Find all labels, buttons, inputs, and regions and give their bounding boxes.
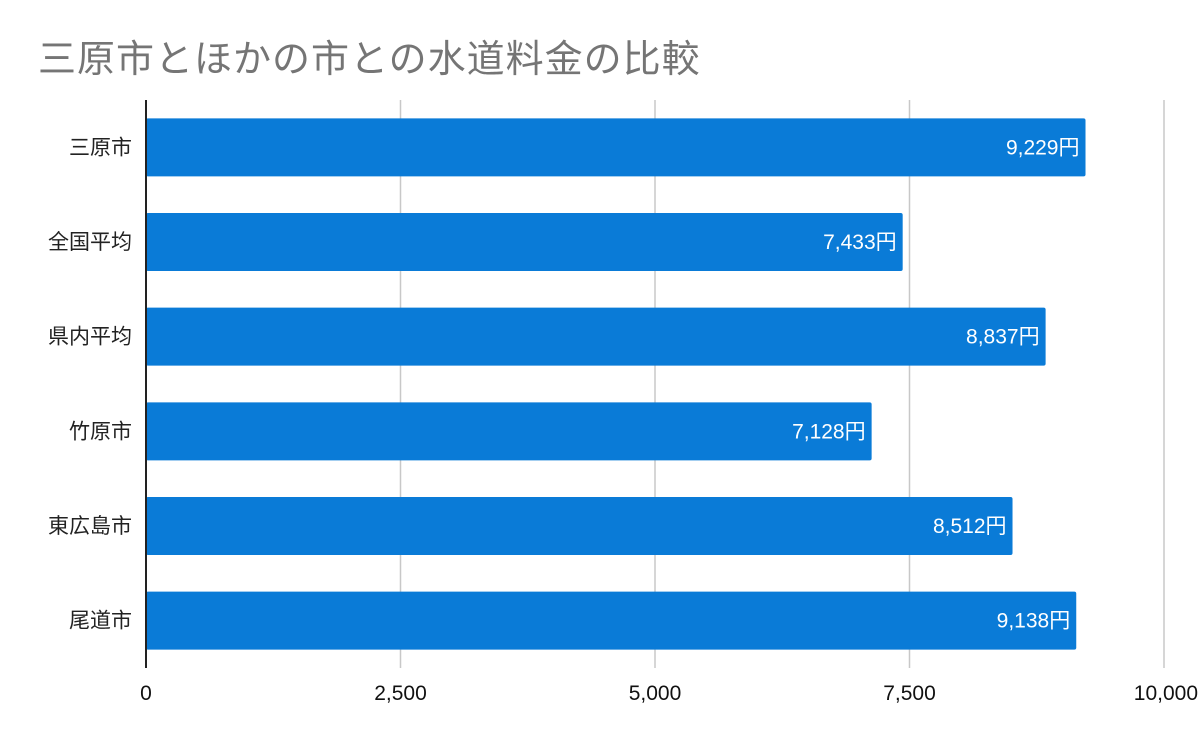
- data-label: 7,128円: [792, 420, 866, 443]
- x-tick-label: 5,000: [629, 682, 682, 705]
- bar: [146, 591, 1077, 650]
- bar: [146, 402, 872, 461]
- bar: [146, 213, 903, 271]
- x-tick-label: 7,500: [883, 682, 936, 705]
- data-label: 8,512円: [933, 515, 1007, 538]
- category-label: 三原市: [69, 135, 132, 159]
- x-tick-label: 0: [140, 682, 152, 705]
- bar: [146, 118, 1086, 177]
- x-tick-label: 10,000: [1134, 682, 1198, 705]
- category-label: 尾道市: [69, 609, 132, 633]
- bar: [146, 307, 1046, 366]
- chart-title: 三原市とほかの市との水道料金の比較: [38, 37, 701, 81]
- category-label: 東広島市: [48, 514, 132, 538]
- x-tick-label: 2,500: [374, 682, 427, 705]
- data-label: 7,433円: [823, 231, 897, 254]
- category-label: 竹原市: [69, 419, 132, 443]
- bar: [146, 497, 1013, 555]
- data-label: 8,837円: [966, 326, 1040, 349]
- data-label: 9,229円: [1006, 136, 1080, 159]
- category-label: 全国平均: [48, 230, 132, 254]
- data-label: 9,138円: [997, 610, 1071, 633]
- category-label: 県内平均: [48, 325, 132, 349]
